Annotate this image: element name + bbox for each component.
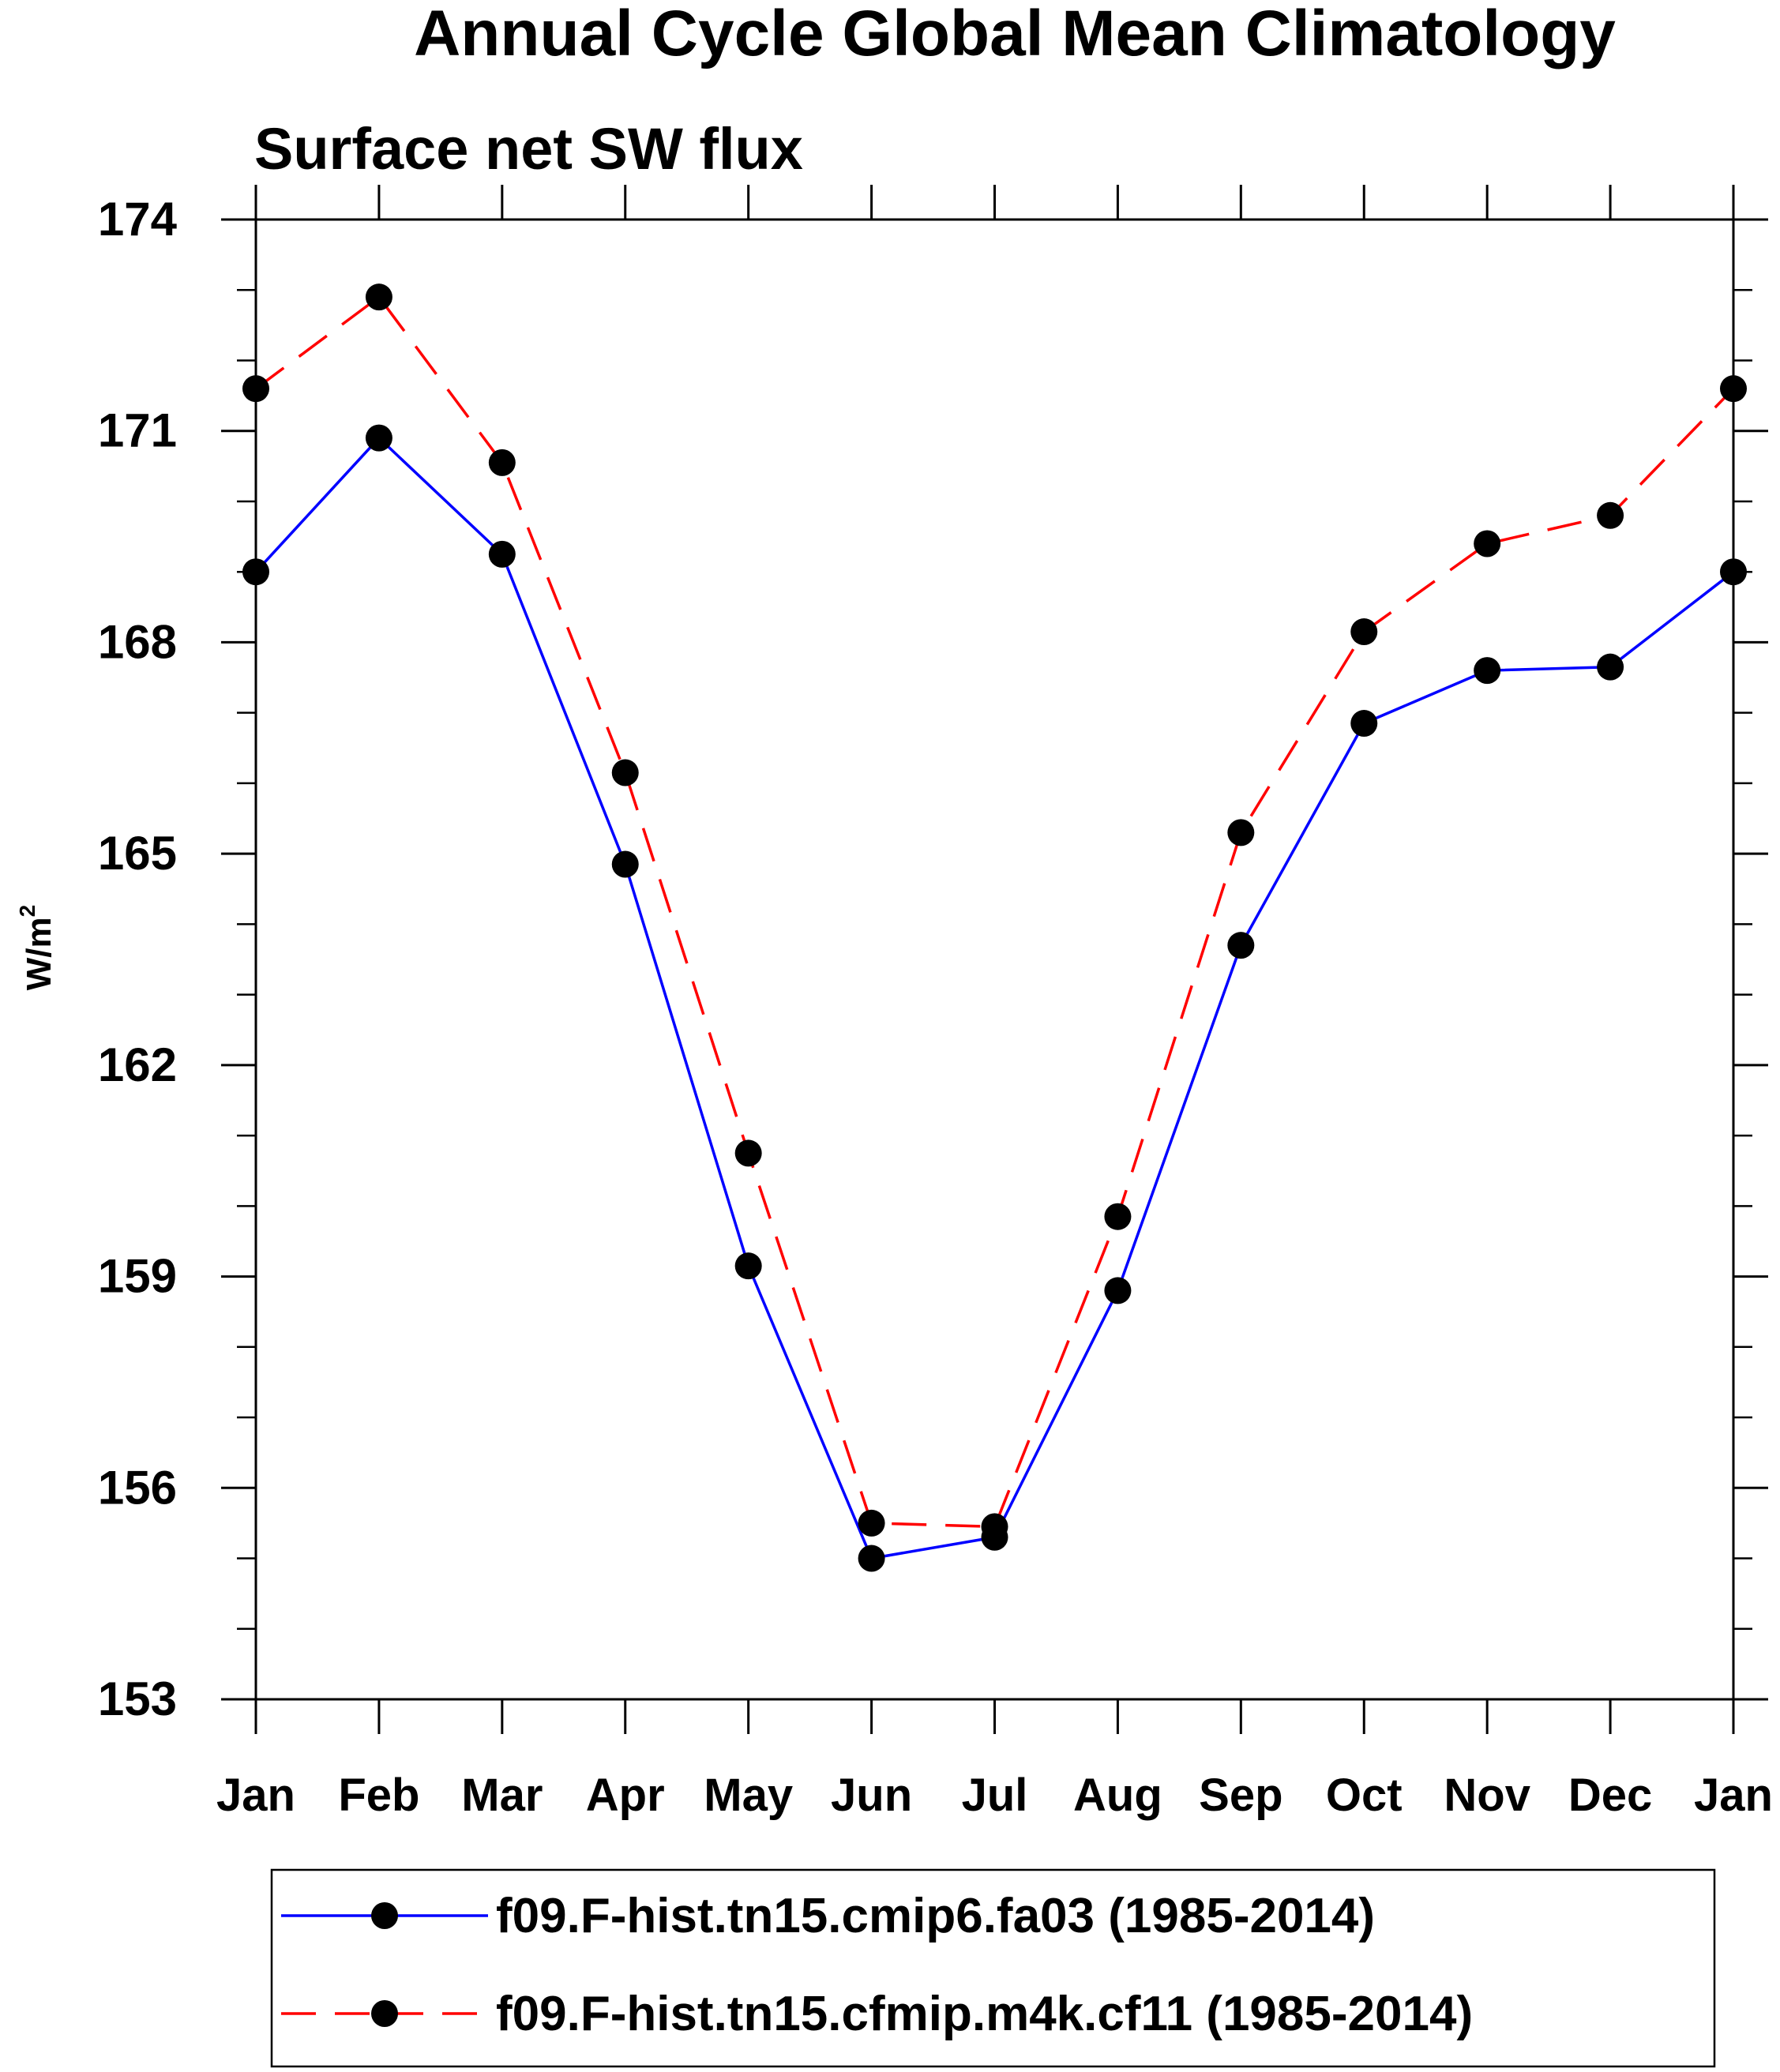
plot-frame: [221, 185, 1768, 1734]
data-point-series-1: [981, 1523, 1008, 1551]
chart-subtitle: Surface net SW flux: [254, 116, 803, 182]
legend-label-series-2: f09.F-hist.tn15.cfmip.m4k.cf11 (1985-201…: [496, 1987, 1473, 2041]
x-tick-labels: Jan Feb Mar Apr May Jun Jul Aug Sep Oct Nov Dec Jan: [216, 1770, 1773, 1821]
data-point-series-2: [1597, 501, 1624, 529]
y-tick-label: 171: [98, 404, 177, 457]
data-point-series-1: [1597, 653, 1624, 681]
data-point-series-2: [1474, 530, 1501, 557]
y-tick-label: 174: [98, 193, 178, 246]
x-tick-label: Sep: [1199, 1770, 1282, 1821]
data-point-series-1: [1350, 710, 1378, 738]
minor-ticks: [237, 288, 1752, 1631]
legend-marker-series-1: [371, 1902, 398, 1929]
y-tick-labels: 153 156 159 162 165 168 171 174: [98, 193, 178, 1725]
data-point-series-1: [365, 424, 392, 452]
y-tick-label: 156: [98, 1461, 177, 1514]
legend-label-series-1: f09.F-hist.tn15.cmip6.fa03 (1985-2014): [496, 1889, 1375, 1943]
legend: f09.F-hist.tn15.cmip6.fa03 (1985-2014) f…: [270, 1868, 1716, 2068]
series-line-2: [254, 295, 1735, 1529]
data-point-series-1: [1720, 558, 1747, 586]
data-point-series-2: [858, 1509, 885, 1537]
x-tick-label: Jun: [831, 1770, 912, 1821]
x-tick-label: Apr: [586, 1770, 665, 1821]
legend-marker-series-2: [371, 2000, 398, 2027]
data-point-series-1: [488, 540, 516, 568]
data-point-series-2: [1104, 1203, 1132, 1230]
y-axis-label: W/m2: [15, 905, 58, 990]
y-tick-label: 159: [98, 1250, 177, 1303]
data-point-series-1: [1104, 1277, 1132, 1304]
y-tick-label: 165: [98, 827, 177, 880]
series-layer: [242, 283, 1747, 1572]
data-point-series-2: [242, 375, 269, 403]
data-point-series-1: [1474, 657, 1501, 685]
plot-border: [254, 218, 1735, 1701]
series-line-1: [254, 436, 1735, 1560]
x-tick-label: Jan: [1694, 1770, 1773, 1821]
x-tick-label: Mar: [461, 1770, 543, 1821]
data-point-series-2: [365, 283, 392, 311]
x-tick-label: Dec: [1568, 1770, 1652, 1821]
data-point-series-2: [734, 1139, 762, 1167]
x-tick-label: May: [704, 1770, 793, 1821]
data-point-series-1: [734, 1252, 762, 1280]
x-tick-label: Jan: [216, 1770, 295, 1821]
data-point-series-1: [611, 850, 639, 878]
y-tick-label: 153: [98, 1672, 177, 1725]
x-tick-label: Aug: [1073, 1770, 1162, 1821]
data-point-series-2: [488, 449, 516, 476]
data-point-series-1: [1227, 932, 1255, 959]
legend-box: [270, 1868, 1716, 2068]
y-tick-label: 162: [98, 1038, 177, 1091]
x-tick-label: Feb: [338, 1770, 419, 1821]
chart-title: Annual Cycle Global Mean Climatology: [414, 0, 1616, 69]
x-tick-label: Nov: [1444, 1770, 1530, 1821]
data-point-series-1: [858, 1545, 885, 1572]
data-point-series-2: [1720, 375, 1747, 403]
data-point-series-2: [611, 759, 639, 786]
y-tick-label: 168: [98, 615, 177, 668]
data-point-series-1: [242, 558, 269, 586]
x-tick-label: Jul: [962, 1770, 1028, 1821]
x-tick-label: Oct: [1326, 1770, 1403, 1821]
data-point-series-2: [1227, 819, 1255, 846]
data-point-series-2: [1350, 618, 1378, 646]
